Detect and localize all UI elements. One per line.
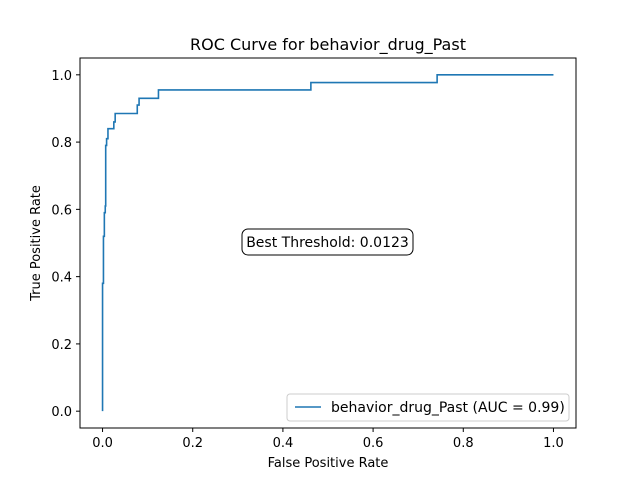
x-tick-label: 0.6 xyxy=(363,436,384,451)
series-line xyxy=(101,74,554,412)
legend-label: behavior_drug_Past (AUC = 0.99) xyxy=(331,400,565,416)
best-threshold-annotation: Best Threshold: 0.0123 xyxy=(241,228,414,256)
y-tick-label: 0.6 xyxy=(51,203,72,218)
x-tick-label: 0.4 xyxy=(273,436,294,451)
y-tick-label: 0.4 xyxy=(51,271,72,286)
x-tick-label: 0.0 xyxy=(92,436,113,451)
y-tick-label: 0.0 xyxy=(51,405,72,420)
legend: behavior_drug_Past (AUC = 0.99) xyxy=(286,393,570,422)
x-tick-label: 0.2 xyxy=(182,436,203,451)
x-axis-label: False Positive Rate xyxy=(268,456,389,471)
x-tick-label: 0.8 xyxy=(453,436,474,451)
y-tick-label: 0.2 xyxy=(51,338,72,353)
y-axis-label: True Positive Rate xyxy=(29,185,44,302)
chart-title: ROC Curve for behavior_drug_Past xyxy=(190,35,466,55)
y-axis: 0.0 0.2 0.4 0.6 0.8 1.0 xyxy=(51,69,80,420)
y-tick-label: 0.8 xyxy=(51,136,72,151)
y-tick-label: 1.0 xyxy=(51,69,72,84)
x-tick-label: 1.0 xyxy=(543,436,564,451)
annotation-box xyxy=(241,228,414,256)
x-axis: 0.0 0.2 0.4 0.6 0.8 1.0 xyxy=(92,428,564,451)
legend-box xyxy=(286,393,570,422)
plot-area xyxy=(79,57,577,429)
annotation-text: Best Threshold: 0.0123 xyxy=(246,235,409,251)
